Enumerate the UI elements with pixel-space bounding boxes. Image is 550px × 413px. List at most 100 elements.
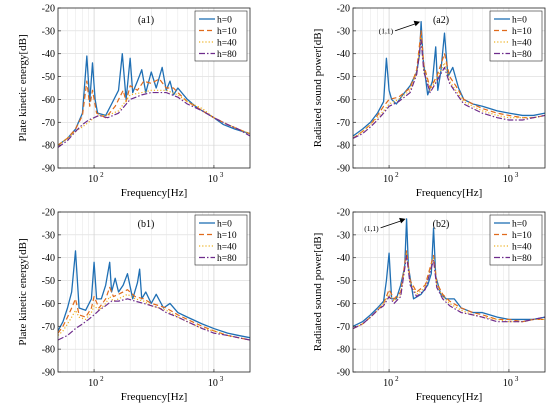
- legend-entry: h=10: [512, 231, 532, 241]
- panel-label: (a1): [138, 15, 154, 26]
- x-tick-exp: 3: [515, 375, 519, 383]
- y-tick-label: -90: [42, 164, 55, 175]
- y-tick-label: -80: [42, 141, 55, 152]
- series-line-h-40: [353, 37, 545, 139]
- y-tick-label: -40: [337, 253, 350, 264]
- y-tick-label: -40: [42, 253, 55, 264]
- y-tick-label: -80: [337, 345, 350, 356]
- axes-frame: [352, 7, 546, 169]
- x-tick-exp: 2: [395, 171, 399, 179]
- y-tick-label: -50: [42, 276, 55, 287]
- x-tick-label: 10 3: [503, 375, 519, 389]
- y-tick-label: -40: [337, 49, 350, 60]
- x-tick-base: 10: [503, 174, 513, 185]
- y-tick-label: -70: [42, 322, 55, 333]
- y-tick-label: -60: [42, 299, 55, 310]
- x-tick-exp: 3: [515, 171, 519, 179]
- legend-entry: h=40: [512, 39, 532, 49]
- y-tick-label: -90: [42, 368, 55, 379]
- axes-frame: [352, 211, 546, 373]
- legend-entry: h=40: [217, 39, 237, 49]
- series-line-h-10: [58, 286, 250, 341]
- series-line-h-0: [58, 250, 250, 339]
- y-tick-label: -90: [337, 164, 350, 175]
- y-tick-label: -70: [337, 118, 350, 129]
- y-tick-label: -20: [42, 4, 55, 15]
- y-tick-label: -30: [337, 230, 350, 241]
- legend-entry: h=80: [512, 254, 532, 264]
- x-tick-exp: 3: [220, 375, 224, 383]
- series-line-h-40: [353, 252, 545, 330]
- y-tick-label: -20: [337, 4, 350, 15]
- legend: h=0h=10 h=40h=80: [489, 10, 543, 62]
- legend-entry: h=0: [217, 16, 232, 26]
- y-tick-label: -90: [337, 368, 350, 379]
- legend-entry: h=80: [217, 50, 237, 60]
- x-tick-exp: 2: [100, 171, 104, 179]
- x-tick-base: 10: [88, 378, 98, 389]
- x-tick-base: 10: [208, 378, 218, 389]
- x-tick-exp: 2: [100, 375, 104, 383]
- x-tick-label: 10 2: [88, 171, 104, 185]
- series-line-h-80: [58, 91, 250, 148]
- y-tick-label: -30: [337, 26, 350, 37]
- series-line-h-80: [58, 298, 250, 341]
- legend: h=0h=10 h=40h=80: [194, 214, 248, 266]
- y-tick-label: -70: [42, 118, 55, 129]
- series-line-h-80: [353, 254, 545, 330]
- y-axis-label: Plate kinetic energy[dB]: [17, 238, 29, 345]
- legend-entry: h=80: [217, 254, 237, 264]
- x-tick-label: 10 2: [383, 171, 399, 185]
- x-tick-base: 10: [503, 378, 513, 389]
- legend-entry: h=10: [512, 27, 532, 37]
- series-line-h-80: [353, 39, 545, 139]
- x-tick-label: 10 3: [503, 171, 519, 185]
- panel-label: (b1): [138, 219, 155, 230]
- x-tick-label: 10 3: [208, 375, 224, 389]
- x-tick-exp: 3: [220, 171, 224, 179]
- series-line-h-10: [353, 30, 545, 139]
- y-tick-label: -40: [42, 49, 55, 60]
- y-tick-label: -30: [42, 26, 55, 37]
- x-tick-label: 10 2: [88, 375, 104, 389]
- y-tick-label: -30: [42, 230, 55, 241]
- y-tick-label: -60: [337, 95, 350, 106]
- axes-frame: [57, 211, 251, 373]
- y-axis-label: Radiated sound power[dB]: [312, 29, 324, 148]
- legend: h=0h=10 h=40h=80: [489, 214, 543, 266]
- y-tick-label: -50: [337, 276, 350, 287]
- x-tick-label: 10 2: [383, 375, 399, 389]
- series-line-h-40: [58, 89, 250, 146]
- y-tick-label: -20: [42, 208, 55, 219]
- axes-frame: [57, 7, 251, 169]
- y-tick-label: -60: [337, 299, 350, 310]
- annotation-arrow-line: [380, 219, 403, 229]
- annotation-label: (1,1): [379, 27, 394, 36]
- legend-entry: h=0: [217, 220, 232, 230]
- x-axis-label: Frequency[Hz]: [416, 391, 483, 403]
- x-axis-label: Frequency[Hz]: [121, 187, 188, 199]
- x-axis-label: Frequency[Hz]: [416, 187, 483, 199]
- y-tick-label: -70: [337, 322, 350, 333]
- annotation-arrow-head: [399, 217, 406, 224]
- annotation-arrow-line: [394, 22, 418, 32]
- legend-entry: h=40: [217, 243, 237, 253]
- legend-box: [194, 10, 248, 62]
- x-tick-base: 10: [383, 378, 393, 389]
- x-tick-base: 10: [383, 174, 393, 185]
- legend-entry: h=80: [512, 50, 532, 60]
- annotation-arrow-head: [413, 20, 421, 27]
- legend-entry: h=0: [512, 220, 527, 230]
- y-tick-label: -60: [42, 95, 55, 106]
- legend-entry: h=10: [217, 231, 237, 241]
- x-tick-exp: 2: [395, 375, 399, 383]
- legend-entry: h=40: [512, 243, 532, 253]
- x-tick-label: 10 3: [208, 171, 224, 185]
- x-tick-base: 10: [88, 174, 98, 185]
